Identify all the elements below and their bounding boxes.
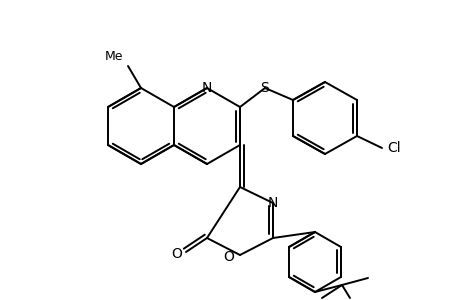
Text: S: S [260, 81, 269, 95]
Text: N: N [202, 81, 212, 95]
Text: O: O [171, 247, 182, 261]
Text: O: O [223, 250, 234, 264]
Text: N: N [267, 196, 278, 210]
Text: Cl: Cl [386, 141, 400, 155]
Text: Me: Me [104, 50, 123, 63]
